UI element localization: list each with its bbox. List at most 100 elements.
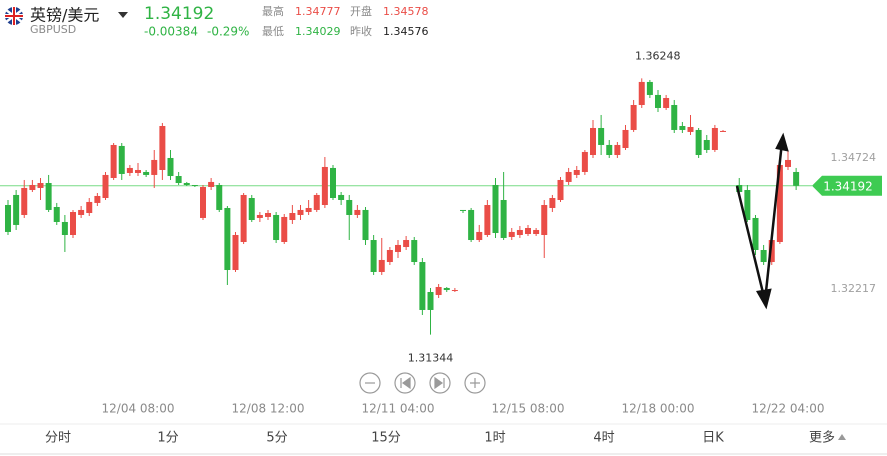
prev-button[interactable] xyxy=(394,372,416,394)
candle-body xyxy=(78,209,85,215)
x-tick-label: 12/15 08:00 xyxy=(492,402,565,416)
candle-body xyxy=(427,292,434,310)
candle-body xyxy=(354,209,361,215)
more-arrow[interactable] xyxy=(838,434,846,440)
candle-body xyxy=(687,126,694,132)
next-button[interactable] xyxy=(429,372,451,394)
tab[interactable]: 1分 xyxy=(157,431,178,446)
tab[interactable]: 15分 xyxy=(371,431,401,446)
change: -0.00384 xyxy=(144,25,198,39)
candle-body xyxy=(460,209,466,211)
min-label: 1.31344 xyxy=(408,352,454,365)
candle-body xyxy=(5,205,11,232)
candle-body xyxy=(468,209,475,241)
candle-body xyxy=(305,207,312,213)
change-pct: -0.29% xyxy=(207,25,249,39)
candle-body xyxy=(110,144,117,178)
x-tick-label: 12/08 12:00 xyxy=(232,402,305,416)
candle-body xyxy=(200,186,206,218)
stat-value: 1.34576 xyxy=(383,25,429,38)
candle-body xyxy=(362,209,369,241)
candle-body xyxy=(451,290,458,292)
candle-body xyxy=(224,207,231,271)
tab[interactable]: 日K xyxy=(702,431,724,446)
candle-body xyxy=(760,249,767,263)
candle-body xyxy=(281,216,288,242)
candle-body xyxy=(443,287,450,291)
candle-body xyxy=(159,126,166,170)
candle-body xyxy=(484,205,491,235)
tab[interactable]: 5分 xyxy=(266,431,287,446)
candle-body xyxy=(167,157,174,177)
price: 1.34192 xyxy=(144,4,214,24)
candle-body xyxy=(679,126,686,130)
x-tick-label: 12/11 04:00 xyxy=(362,402,435,416)
candle-body xyxy=(630,104,637,130)
candle-body xyxy=(53,206,60,222)
candle-body xyxy=(338,194,345,200)
zoom-in-button[interactable] xyxy=(464,372,486,394)
candle-body xyxy=(638,81,645,105)
candle-body xyxy=(655,94,661,108)
candle-body xyxy=(151,159,158,175)
candle-body xyxy=(581,151,588,172)
candle-body xyxy=(614,144,621,156)
zoom-out-button[interactable] xyxy=(359,372,381,394)
candle-body xyxy=(720,130,726,132)
candle-body xyxy=(622,129,629,149)
candle-body xyxy=(492,184,499,234)
flag-icon xyxy=(5,7,23,25)
candle-body xyxy=(663,97,670,108)
candle-body xyxy=(143,171,150,175)
dropdown-arrow[interactable] xyxy=(118,12,128,18)
candle-body xyxy=(330,167,336,199)
pair-code: GBPUSD xyxy=(30,23,76,36)
candle-body xyxy=(541,205,548,235)
tab[interactable]: 4时 xyxy=(593,431,614,446)
x-tick-label: 12/04 08:00 xyxy=(102,402,175,416)
candle-body xyxy=(346,199,353,215)
candle-body xyxy=(671,104,678,130)
candle-body xyxy=(395,244,401,252)
candle-body xyxy=(21,187,28,215)
tab[interactable]: 1时 xyxy=(484,431,505,446)
candle-body xyxy=(606,144,613,156)
candle-body xyxy=(549,198,556,208)
candle-body xyxy=(265,213,271,217)
candle-body xyxy=(13,194,20,225)
stat-value: 1.34578 xyxy=(383,5,429,18)
candle-body xyxy=(183,183,190,185)
candle-body xyxy=(776,164,783,242)
candle-body xyxy=(500,199,507,238)
candle-body xyxy=(45,183,52,210)
candle-body xyxy=(386,249,393,263)
candle-body xyxy=(175,176,182,184)
candle-body xyxy=(256,214,263,218)
candle-body xyxy=(232,234,239,271)
candle-body xyxy=(785,159,791,167)
last-price-tag xyxy=(812,175,882,196)
candle-body xyxy=(321,166,328,206)
candle-body xyxy=(557,179,564,200)
candle-body xyxy=(191,184,198,186)
candle-body xyxy=(516,229,523,235)
candle-body xyxy=(736,184,743,192)
candle-body xyxy=(744,190,751,221)
candle-body xyxy=(508,231,515,237)
pair-name[interactable]: 英镑/美元 xyxy=(30,6,99,25)
x-tick-label: 12/18 00:00 xyxy=(622,402,695,416)
candle-body xyxy=(752,217,759,250)
candle-body xyxy=(216,184,223,210)
candle-body xyxy=(378,259,385,272)
candle-body xyxy=(289,213,296,221)
candle-body xyxy=(533,229,540,235)
candle-body xyxy=(94,195,101,203)
candle-body xyxy=(370,240,377,272)
tab[interactable]: 更多 xyxy=(809,430,835,446)
candle-body xyxy=(711,127,718,150)
candle-body xyxy=(61,221,68,235)
stat-label: 开盘 xyxy=(350,4,372,18)
candle-body xyxy=(297,209,304,215)
candle-body xyxy=(313,194,320,210)
tab[interactable]: 分时 xyxy=(45,431,71,446)
